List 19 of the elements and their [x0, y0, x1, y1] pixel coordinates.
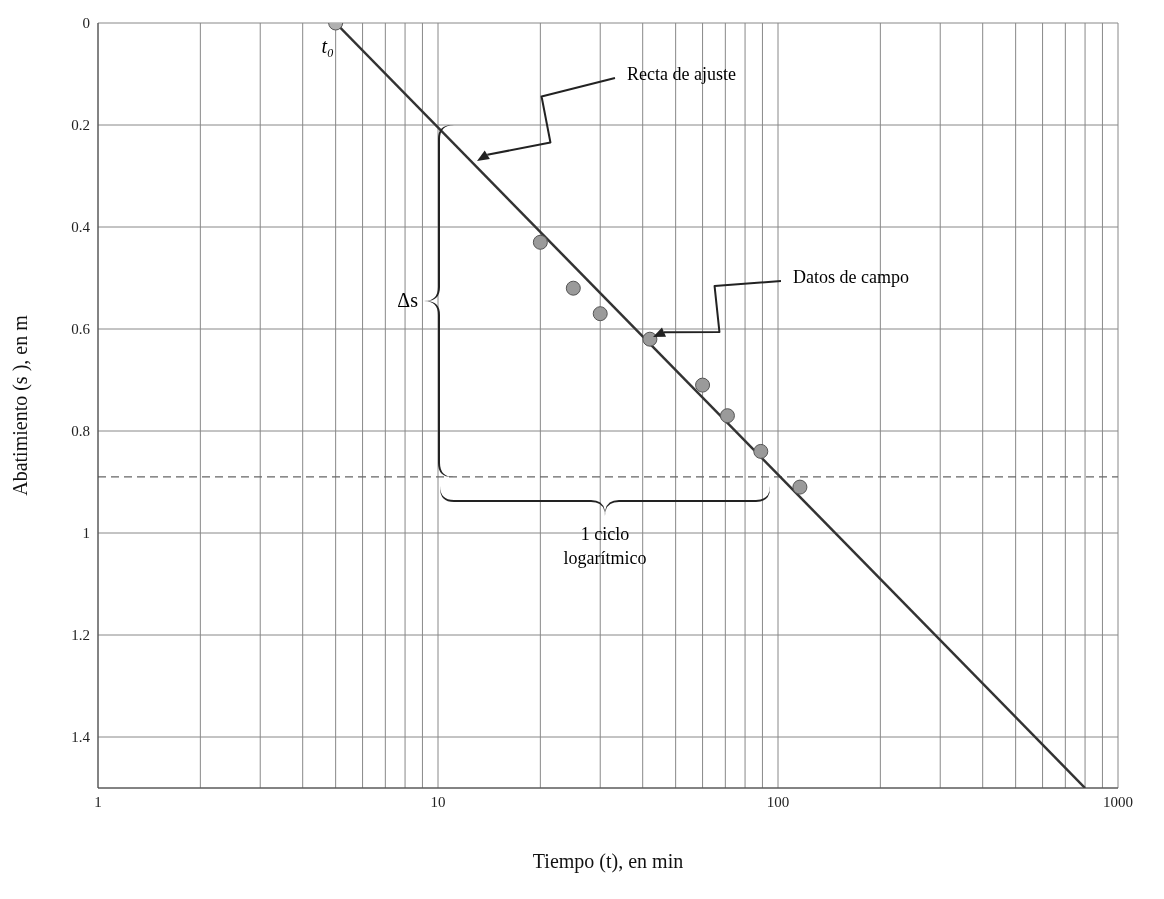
y-tick-label: 1.4: [71, 729, 91, 746]
y-axis-title: Abatimiento (s ), en m: [9, 314, 33, 496]
x-tick-label: 100: [766, 793, 790, 810]
y-tick-label: 0.8: [71, 423, 90, 440]
y-tick-label: 1.2: [71, 627, 90, 644]
y-tick-label: 0.4: [71, 219, 91, 236]
y-tick-label: 1: [82, 525, 90, 542]
annotation: Δs: [397, 289, 419, 311]
y-tick-label: 0.2: [71, 117, 90, 134]
y-tick-label: 0.6: [71, 321, 91, 338]
x-tick-label: 1000: [1103, 793, 1133, 810]
x-tick-label: 1: [94, 793, 102, 810]
annotation: Recta de ajuste: [627, 64, 736, 84]
annotation: 1 ciclo logarítmico: [563, 524, 647, 568]
y-tick-label: 0: [82, 15, 90, 32]
annotation: Datos de campo: [793, 267, 909, 287]
x-tick-label: 10: [430, 793, 446, 810]
annotation: t₀: [321, 35, 334, 57]
x-axis-title: Tiempo (t), en min: [532, 850, 684, 873]
